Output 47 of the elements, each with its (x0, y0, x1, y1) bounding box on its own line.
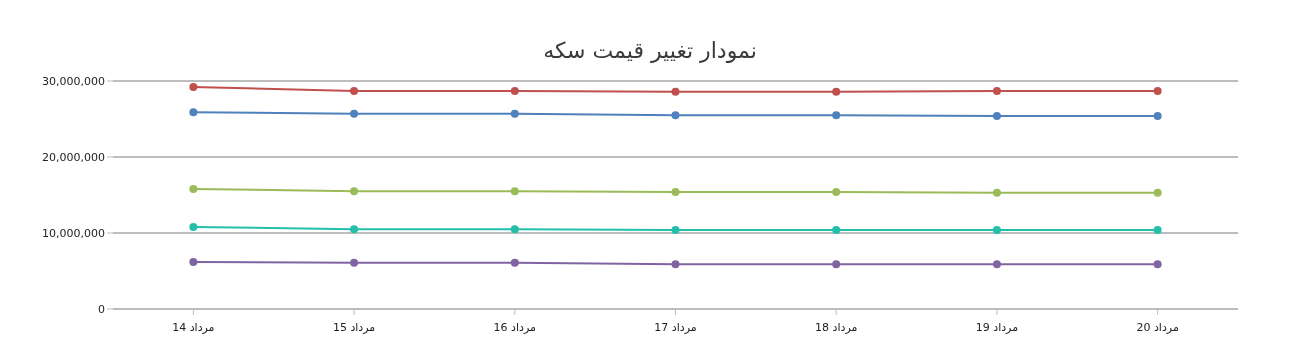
point (1153, 86, 1162, 95)
point (992, 86, 1001, 95)
x-tick-label: 16 مرداد (493, 321, 537, 334)
point (1153, 225, 1162, 234)
chart-title: نمودار تغییر قیمت سکه (543, 38, 757, 63)
point (1153, 260, 1162, 269)
point (189, 222, 198, 231)
point (832, 111, 841, 120)
point (992, 260, 1001, 269)
point (510, 225, 519, 234)
point (992, 111, 1001, 120)
point (671, 187, 680, 196)
point (1153, 111, 1162, 120)
point (832, 260, 841, 269)
point (510, 109, 519, 118)
point (671, 87, 680, 96)
point (350, 187, 359, 196)
point (992, 188, 1001, 197)
point (832, 87, 841, 96)
x-tick-label: 17 مرداد (654, 321, 697, 334)
point (350, 258, 359, 267)
x-tick-label: 14 مرداد (172, 321, 215, 334)
y-tick-label: 0 (98, 303, 105, 316)
x-tick-label: 20 مرداد (1136, 321, 1179, 334)
point (189, 83, 198, 92)
point (671, 111, 680, 120)
point (510, 258, 519, 267)
point (350, 86, 359, 95)
point (671, 260, 680, 269)
point (1153, 188, 1162, 197)
point (189, 108, 198, 117)
x-tick-label: 15 مرداد (332, 321, 376, 334)
y-tick-label: 30,000,000 (42, 75, 105, 88)
point (832, 225, 841, 234)
point (992, 225, 1001, 234)
point (350, 109, 359, 118)
point (671, 225, 680, 234)
x-tick-label: 19 مرداد (975, 321, 1019, 334)
point (350, 225, 359, 234)
point (832, 187, 841, 196)
point (510, 187, 519, 196)
x-tick-label: 18 مرداد (815, 321, 858, 334)
point (189, 184, 198, 193)
point (510, 86, 519, 95)
point (189, 257, 198, 266)
y-tick-label: 20,000,000 (42, 151, 105, 164)
y-tick-label: 10,000,000 (42, 227, 105, 240)
